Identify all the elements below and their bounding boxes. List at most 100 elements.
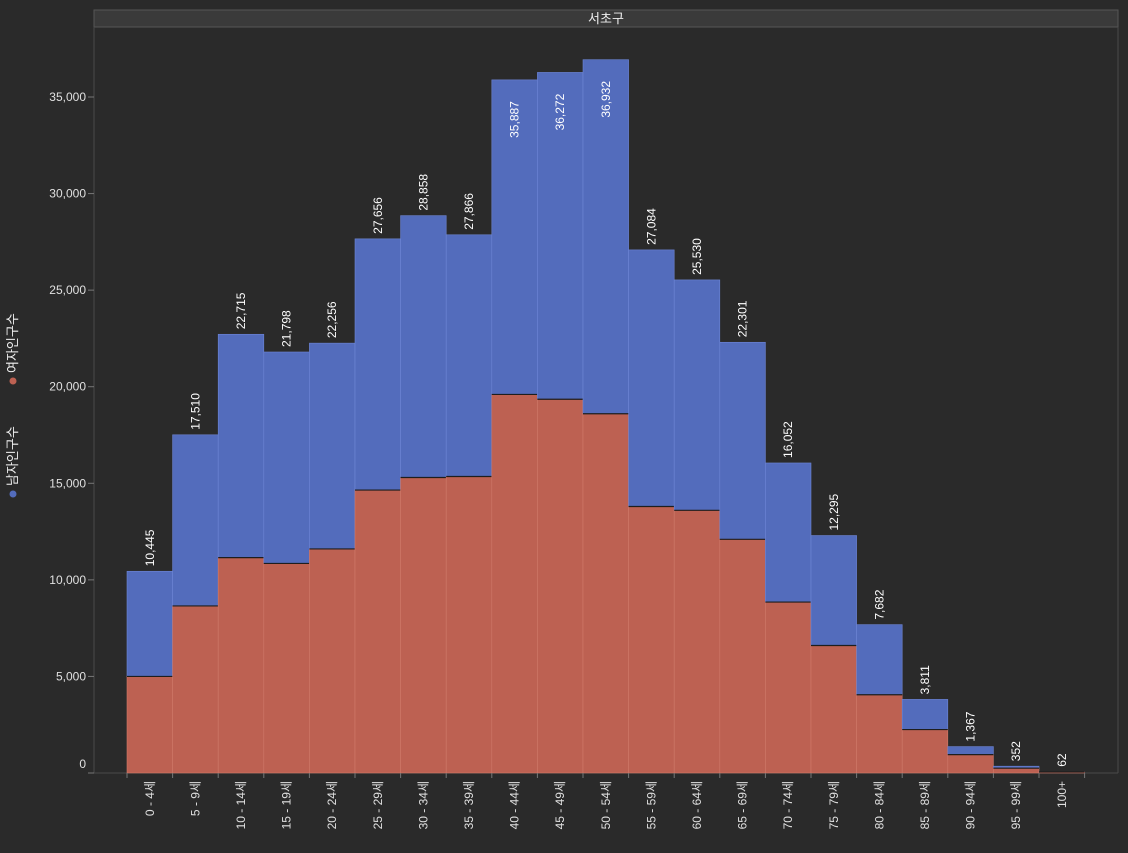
total-labels-group: 10,445 17,510 22,715 21,798 22,256 27,656 28,8…: [143, 81, 1069, 767]
bar-female[interactable]: [217, 557, 265, 774]
bar-male[interactable]: [765, 462, 812, 603]
legend-marker-male: [9, 490, 17, 498]
total-label: 36,932: [599, 81, 613, 118]
bar-female[interactable]: [947, 754, 994, 774]
bar-female[interactable]: [126, 676, 173, 774]
x-category-label: 60 - 64세: [690, 781, 704, 829]
legend[interactable]: 남자인구수 여자인구수: [5, 313, 20, 498]
bar-female[interactable]: [354, 489, 401, 774]
bar-male[interactable]: [126, 570, 173, 677]
total-label: 1,367: [964, 711, 978, 741]
x-category-label: 35 - 39세: [462, 781, 476, 829]
bars-group: [126, 59, 1085, 774]
bar-male[interactable]: [309, 342, 356, 550]
y-tick-label: 25,000: [49, 283, 86, 297]
bar-female[interactable]: [263, 563, 310, 774]
legend-label-female[interactable]: 여자인구수: [5, 313, 20, 373]
total-label: 27,866: [462, 193, 476, 230]
y-tick-label: 20,000: [49, 380, 86, 394]
total-label: 35,887: [508, 101, 522, 138]
x-category-label: 30 - 34세: [416, 781, 430, 829]
bar-female[interactable]: [582, 413, 629, 774]
bar-female[interactable]: [628, 506, 675, 774]
total-label: 16,052: [781, 421, 795, 458]
y-axis: 0 5,000 10,000 15,000 20,000 25,000 30,000 35,0…: [49, 90, 94, 774]
bar-female[interactable]: [810, 645, 857, 774]
total-label: 28,858: [416, 174, 430, 211]
bar-male[interactable]: [673, 279, 721, 511]
x-axis-categories: 0 - 4세 5 - 9세 10 - 14세 15 - 19세 20 - 24세 25 -…: [126, 773, 1086, 829]
total-label: 10,445: [143, 529, 157, 566]
y-tick-label: 10,000: [49, 573, 86, 587]
total-label: 27,656: [371, 197, 385, 234]
bar-male[interactable]: [400, 215, 447, 478]
legend-label-male[interactable]: 남자인구수: [5, 426, 20, 486]
x-category-label: 65 - 69세: [736, 781, 750, 829]
chart-title-bar: [93, 9, 1119, 28]
bar-male[interactable]: [810, 535, 857, 646]
total-label: 22,715: [234, 292, 248, 329]
x-category-label: 100+: [1055, 781, 1069, 808]
x-category-label: 90 - 94세: [964, 781, 978, 829]
bar-female[interactable]: [309, 548, 356, 774]
legend-marker-female: [9, 377, 17, 385]
x-category-label: 50 - 54세: [599, 781, 613, 829]
bar-female[interactable]: [993, 767, 1040, 774]
bar-male[interactable]: [628, 249, 675, 507]
total-label: 62: [1055, 753, 1069, 767]
bar-male[interactable]: [217, 333, 265, 558]
bar-female[interactable]: [445, 476, 493, 774]
y-tick-label: 0: [79, 757, 86, 771]
total-label: 352: [1009, 741, 1023, 761]
total-label: 21,798: [280, 310, 294, 347]
total-label: 36,272: [553, 93, 567, 130]
total-label: 7,682: [872, 589, 886, 619]
bar-male[interactable]: [901, 699, 949, 730]
bar-female[interactable]: [719, 538, 766, 774]
x-category-label: 15 - 19세: [280, 781, 294, 829]
bar-male[interactable]: [856, 624, 903, 696]
bar-female[interactable]: [765, 601, 812, 774]
x-category-label: 45 - 49세: [553, 781, 567, 829]
bar-female[interactable]: [491, 394, 538, 774]
x-category-label: 5 - 9세: [188, 781, 202, 816]
total-label: 22,256: [325, 301, 339, 338]
x-category-label: 10 - 14세: [234, 781, 248, 829]
total-label: 25,530: [690, 238, 704, 275]
x-category-label: 95 - 99세: [1009, 781, 1023, 829]
bar-male[interactable]: [719, 341, 766, 540]
y-tick-label: 5,000: [56, 669, 86, 683]
bar-male[interactable]: [263, 351, 310, 564]
x-category-label: 0 - 4세: [143, 781, 157, 816]
total-label: 22,301: [736, 300, 750, 337]
x-category-label: 75 - 79세: [827, 781, 841, 829]
bar-female[interactable]: [537, 398, 584, 774]
bar-female[interactable]: [400, 477, 447, 774]
x-category-label: 80 - 84세: [872, 781, 886, 829]
total-label: 17,510: [188, 393, 202, 430]
bar-male[interactable]: [172, 434, 219, 607]
chart-title: 서초구: [588, 11, 624, 26]
bar-female[interactable]: [901, 729, 949, 774]
bar-female[interactable]: [856, 694, 903, 774]
total-label: 12,295: [827, 494, 841, 531]
total-label: 3,811: [918, 665, 932, 694]
y-tick-label: 15,000: [49, 476, 86, 490]
x-category-label: 85 - 89세: [918, 781, 932, 829]
bar-male[interactable]: [537, 72, 584, 400]
x-category-label: 55 - 59세: [644, 781, 658, 829]
bar-female[interactable]: [673, 510, 721, 774]
bar-male[interactable]: [354, 238, 401, 491]
y-tick-label: 35,000: [49, 90, 86, 104]
bar-female[interactable]: [172, 605, 219, 774]
y-tick-label: 30,000: [49, 187, 86, 201]
bar-male[interactable]: [582, 59, 629, 415]
total-label: 27,084: [644, 208, 658, 245]
x-category-label: 70 - 74세: [781, 781, 795, 829]
x-category-label: 20 - 24세: [325, 781, 339, 829]
x-category-label: 25 - 29세: [371, 781, 385, 829]
x-category-label: 40 - 44세: [508, 781, 522, 829]
bar-male[interactable]: [445, 234, 493, 477]
bar-male[interactable]: [947, 746, 994, 755]
